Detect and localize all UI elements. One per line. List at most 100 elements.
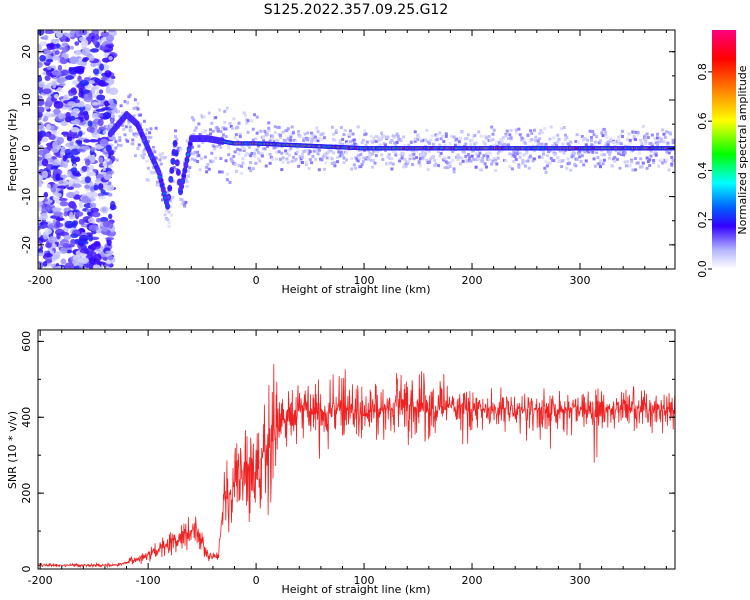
heatmap-halo bbox=[306, 138, 310, 142]
heatmap-halo bbox=[278, 133, 282, 137]
heatmap-halo bbox=[281, 156, 285, 160]
heatmap-halo bbox=[214, 116, 218, 120]
heatmap-cell bbox=[89, 164, 95, 171]
heatmap-halo bbox=[448, 161, 452, 165]
heatmap-halo bbox=[405, 161, 409, 165]
heatmap-halo bbox=[348, 140, 352, 144]
heatmap-halo bbox=[626, 137, 630, 141]
heatmap-halo bbox=[333, 164, 337, 168]
heatmap-halo bbox=[317, 136, 321, 140]
heatmap-halo bbox=[548, 137, 552, 141]
heatmap-cell bbox=[65, 75, 74, 81]
heatmap-halo bbox=[242, 111, 246, 115]
heatmap-halo bbox=[159, 162, 163, 166]
heatmap-halo bbox=[412, 152, 416, 156]
heatmap-halo bbox=[654, 153, 658, 157]
heatmap-cell bbox=[86, 171, 97, 176]
heatmap-halo bbox=[135, 132, 139, 136]
heatmap-halo bbox=[166, 218, 170, 222]
heatmap-cell bbox=[93, 240, 101, 247]
heatmap-cell bbox=[55, 31, 63, 38]
heatmap-halo bbox=[501, 136, 505, 140]
heatmap-cell bbox=[79, 80, 90, 87]
heatmap-halo bbox=[271, 157, 275, 161]
heatmap-cell bbox=[84, 184, 91, 190]
heatmap-halo bbox=[176, 149, 180, 153]
heatmap-halo bbox=[566, 142, 570, 146]
heatmap-halo bbox=[231, 126, 235, 130]
heatmap-cell bbox=[109, 204, 117, 211]
heatmap-halo bbox=[477, 154, 481, 158]
heatmap-halo bbox=[266, 132, 270, 136]
heatmap-cell bbox=[66, 186, 74, 190]
heatmap-halo bbox=[456, 157, 460, 161]
heatmap-halo bbox=[247, 166, 251, 170]
heatmap-halo bbox=[538, 137, 542, 141]
heatmap-halo bbox=[243, 153, 247, 157]
heatmap-halo bbox=[415, 149, 419, 153]
heatmap-halo bbox=[131, 138, 135, 142]
heatmap-halo bbox=[304, 163, 308, 167]
heatmap-halo bbox=[575, 133, 579, 137]
heatmap-halo bbox=[168, 199, 172, 203]
heatmap-halo bbox=[236, 147, 240, 151]
heatmap-halo bbox=[606, 143, 610, 147]
heatmap-cell bbox=[100, 206, 109, 214]
heatmap-cell bbox=[66, 181, 74, 185]
heatmap-halo bbox=[184, 177, 188, 181]
heatmap-halo bbox=[514, 131, 518, 135]
heatmap-ridge-core bbox=[107, 146, 112, 150]
heatmap-cell bbox=[95, 108, 106, 112]
heatmap-halo bbox=[223, 109, 227, 113]
heatmap-halo bbox=[123, 133, 127, 137]
heatmap-halo bbox=[633, 168, 637, 172]
heatmap-halo bbox=[575, 157, 579, 161]
heatmap-halo bbox=[174, 129, 178, 133]
heatmap-cell bbox=[64, 152, 74, 159]
heatmap-cell bbox=[95, 218, 102, 223]
heatmap-halo bbox=[227, 153, 231, 157]
heatmap-halo bbox=[400, 154, 404, 158]
heatmap-halo bbox=[242, 147, 246, 151]
heatmap-halo bbox=[321, 132, 325, 136]
heatmap-cell bbox=[38, 141, 41, 145]
heatmap-cell bbox=[52, 54, 60, 61]
heatmap-halo bbox=[129, 129, 133, 133]
heatmap-halo bbox=[380, 153, 384, 157]
heatmap-halo bbox=[135, 134, 139, 138]
heatmap-halo bbox=[183, 204, 187, 208]
heatmap-halo bbox=[531, 159, 535, 163]
heatmap-halo bbox=[574, 140, 578, 144]
heatmap-halo bbox=[301, 161, 305, 165]
heatmap-halo bbox=[342, 161, 346, 165]
heatmap-ridge-core bbox=[179, 185, 184, 188]
heatmap-halo bbox=[110, 118, 114, 122]
heatmap-halo bbox=[294, 157, 298, 161]
heatmap-halo bbox=[525, 148, 529, 152]
heatmap-halo bbox=[332, 151, 336, 155]
heatmap-cell bbox=[66, 249, 73, 254]
x-tick-label: -200 bbox=[28, 574, 53, 587]
heatmap-halo bbox=[210, 151, 214, 155]
heatmap-halo bbox=[504, 159, 508, 163]
heatmap-halo bbox=[429, 157, 433, 161]
heatmap-halo bbox=[127, 121, 131, 125]
heatmap-halo bbox=[335, 160, 339, 164]
heatmap-halo bbox=[529, 129, 533, 133]
heatmap-halo bbox=[102, 163, 106, 167]
heatmap-halo bbox=[102, 167, 106, 171]
heatmap-halo bbox=[637, 151, 641, 155]
heatmap-halo bbox=[403, 157, 407, 161]
heatmap-cell bbox=[55, 177, 64, 181]
heatmap-halo bbox=[661, 128, 665, 132]
heatmap-cell bbox=[44, 252, 53, 258]
heatmap-halo bbox=[179, 147, 183, 151]
heatmap-halo bbox=[403, 144, 407, 148]
heatmap-halo bbox=[107, 182, 111, 186]
heatmap-cell bbox=[94, 33, 100, 41]
heatmap-cell bbox=[69, 115, 76, 121]
heatmap-halo bbox=[540, 155, 544, 159]
heatmap-cell bbox=[57, 185, 68, 189]
heatmap-halo bbox=[548, 149, 552, 153]
